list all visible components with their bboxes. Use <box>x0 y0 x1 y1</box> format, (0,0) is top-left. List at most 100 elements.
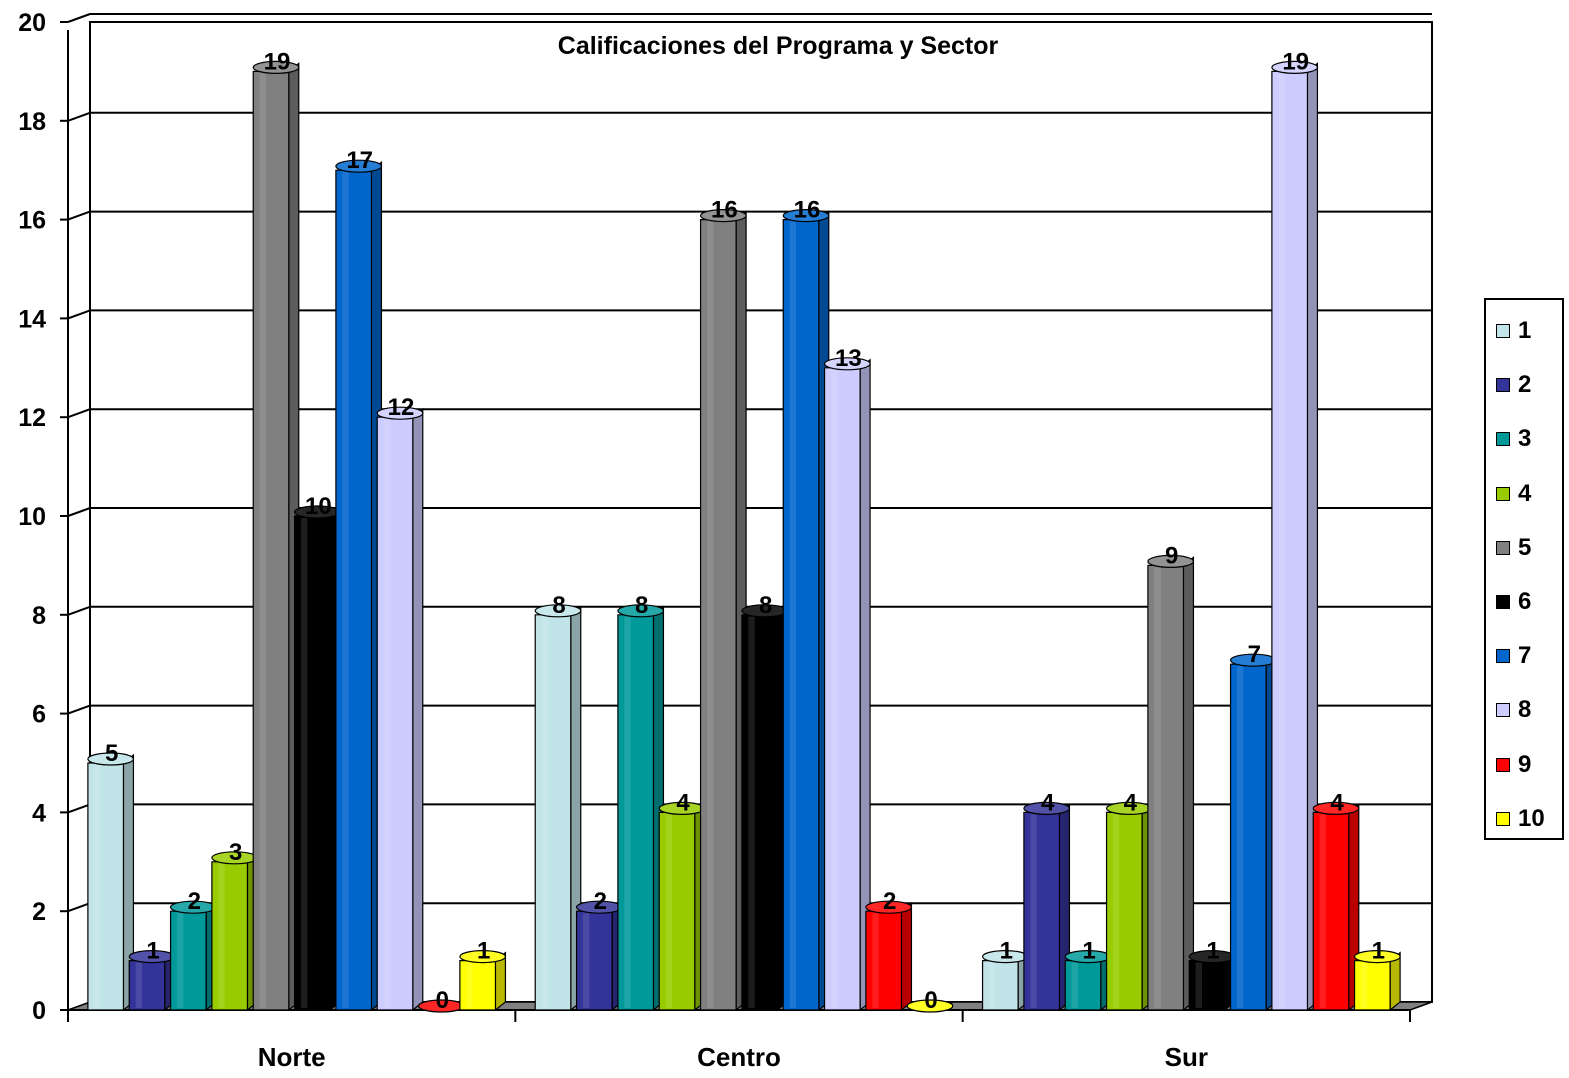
data-label: 0 <box>436 987 449 1014</box>
bar <box>906 999 954 1013</box>
data-label: 10 <box>305 493 332 520</box>
gridline-side <box>67 13 91 23</box>
data-label: 12 <box>388 394 415 421</box>
data-label: 19 <box>1282 48 1309 75</box>
bar <box>865 900 913 1012</box>
data-label: 4 <box>676 789 690 816</box>
legend-item: 5 <box>1496 533 1531 563</box>
y-tick-label: 4 <box>32 799 46 827</box>
legend-item: 10 <box>1496 804 1545 834</box>
bar <box>782 209 830 1012</box>
y-tick-label: 14 <box>18 305 46 333</box>
legend-label: 1 <box>1518 317 1532 344</box>
legend-item: 2 <box>1496 370 1531 400</box>
data-label: 1 <box>146 938 159 965</box>
legend-item: 8 <box>1496 695 1531 725</box>
bar <box>376 406 424 1012</box>
data-label: 2 <box>883 888 896 915</box>
data-label: 1 <box>1206 938 1219 965</box>
legend-swatch <box>1496 486 1510 501</box>
legend-swatch <box>1496 378 1510 393</box>
data-label: 8 <box>759 592 772 619</box>
legend-item: 3 <box>1496 424 1531 454</box>
bar <box>1271 60 1319 1012</box>
bar <box>699 209 747 1012</box>
bar <box>534 604 582 1012</box>
data-label: 2 <box>188 888 201 915</box>
data-label: 4 <box>1124 789 1138 816</box>
legend-label: 3 <box>1518 425 1532 453</box>
category-label: Norte <box>258 1042 326 1072</box>
bar <box>1353 949 1401 1012</box>
legend-label: 8 <box>1518 696 1532 724</box>
legend-swatch <box>1496 649 1510 664</box>
data-label: 8 <box>635 592 648 619</box>
bar <box>1147 554 1195 1012</box>
legend-item: 4 <box>1496 479 1531 509</box>
gridline-side <box>67 803 91 814</box>
legend-label: 10 <box>1518 804 1545 832</box>
gridline-side <box>67 902 91 913</box>
bar <box>1312 801 1360 1012</box>
gridline-side <box>67 704 91 715</box>
legend: 1 2 3 4 5 6 7 8 9 10 <box>1484 298 1564 840</box>
legend-label: 5 <box>1518 533 1532 561</box>
y-tick-label: 20 <box>18 9 46 37</box>
legend-swatch <box>1496 703 1510 718</box>
legend-item: 7 <box>1496 641 1531 671</box>
bar <box>335 159 383 1012</box>
bar <box>1064 949 1112 1012</box>
category-label: Sur <box>1165 1042 1208 1072</box>
y-tick-label: 0 <box>32 997 46 1025</box>
data-label: 13 <box>835 345 862 372</box>
y-tick-label: 18 <box>18 108 46 136</box>
gridline-side <box>67 507 91 517</box>
data-label: 1 <box>477 938 490 965</box>
data-label: 0 <box>924 987 937 1014</box>
data-label: 3 <box>229 839 242 866</box>
bar <box>617 604 665 1012</box>
data-label: 1 <box>1082 938 1095 965</box>
data-label: 17 <box>346 147 373 174</box>
legend-label: 7 <box>1518 642 1532 670</box>
bar <box>293 505 341 1012</box>
y-tick-label: 16 <box>18 207 46 235</box>
gridline-side <box>67 605 91 616</box>
bar <box>823 357 871 1012</box>
data-label: 19 <box>264 48 291 75</box>
legend-item: 6 <box>1496 587 1531 617</box>
data-label: 5 <box>105 740 118 767</box>
bar <box>1105 801 1153 1012</box>
bar <box>459 949 507 1012</box>
gridline-side <box>67 309 91 320</box>
y-tick-label: 10 <box>18 503 46 531</box>
legend-item: 9 <box>1496 750 1531 780</box>
bar <box>252 60 300 1012</box>
bar <box>211 851 259 1012</box>
bar <box>658 801 706 1012</box>
data-label: 16 <box>794 197 821 224</box>
data-label: 2 <box>594 888 607 915</box>
gridline-side <box>67 210 91 221</box>
gridline-side <box>67 408 91 419</box>
category-label: Centro <box>697 1042 781 1072</box>
bar <box>87 752 135 1012</box>
data-label: 7 <box>1248 641 1261 668</box>
bar <box>1023 801 1071 1012</box>
legend-swatch <box>1496 757 1510 772</box>
legend-swatch <box>1496 324 1510 338</box>
legend-label: 9 <box>1518 750 1532 778</box>
bar <box>1229 653 1277 1012</box>
gridline-side <box>67 111 91 122</box>
y-tick-label: 12 <box>18 404 46 432</box>
data-label: 9 <box>1165 542 1178 569</box>
bar <box>741 604 789 1012</box>
bar <box>169 900 217 1012</box>
data-label: 1 <box>1372 938 1385 965</box>
legend-swatch <box>1496 811 1510 826</box>
bar <box>575 900 623 1012</box>
legend-label: 6 <box>1518 588 1532 615</box>
legend-item: 1 <box>1496 316 1531 346</box>
y-tick-label: 6 <box>32 701 46 729</box>
